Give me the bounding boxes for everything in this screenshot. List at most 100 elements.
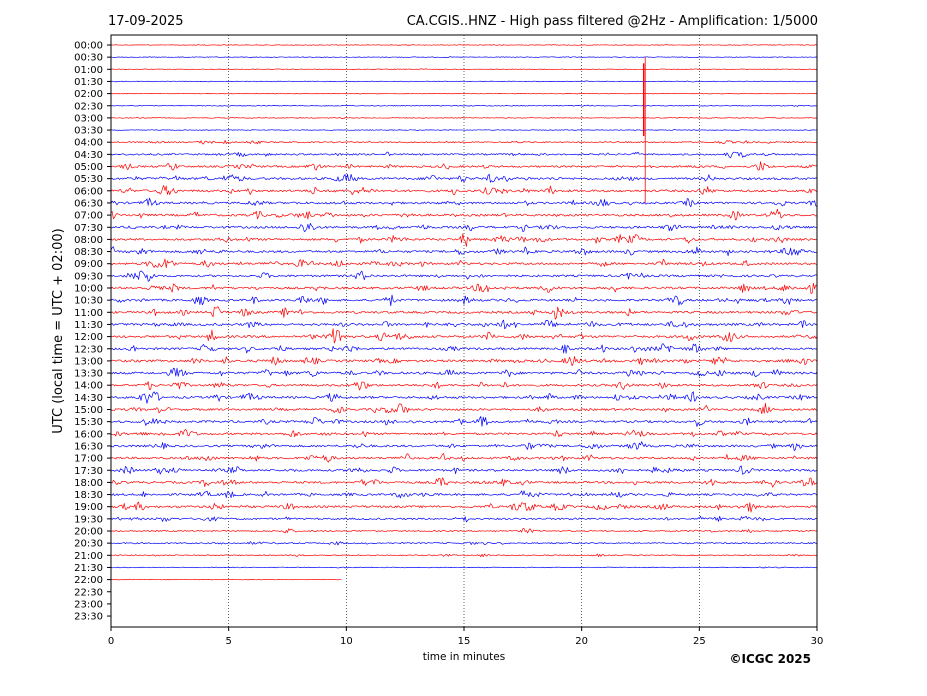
row-label: 02:30 (74, 101, 103, 112)
trace-2100 (110, 553, 818, 558)
trace-1930 (110, 515, 818, 523)
trace-0800 (110, 233, 818, 247)
row-label: 03:00 (74, 113, 103, 124)
trace-1800 (110, 477, 818, 488)
row-label: 08:00 (74, 235, 103, 246)
trace-1630 (110, 441, 818, 451)
trace-2200 (110, 578, 342, 581)
trace-0130 (110, 80, 818, 83)
row-label: 02:00 (74, 89, 103, 100)
row-label: 22:30 (74, 587, 103, 598)
row-label: 10:30 (74, 296, 103, 307)
trace-1030 (110, 294, 818, 307)
row-label: 15:30 (74, 417, 103, 428)
row-label: 14:30 (74, 393, 103, 404)
row-label: 16:30 (74, 441, 103, 452)
trace-1330 (110, 367, 818, 378)
row-label: 05:00 (74, 162, 103, 173)
event-spikes (643, 57, 646, 203)
x-tick-label: 30 (811, 636, 824, 647)
trace-0200 (110, 92, 818, 95)
trace-1430 (110, 391, 818, 404)
row-label: 12:30 (74, 344, 103, 355)
row-label: 07:00 (74, 211, 103, 222)
trace-1500 (110, 402, 818, 415)
row-label: 05:30 (74, 174, 103, 185)
copyright-label: ©ICGC 2025 (729, 652, 811, 666)
trace-1600 (110, 428, 818, 438)
x-tick-label: 20 (575, 636, 588, 647)
trace-1000 (110, 282, 818, 294)
row-label: 04:30 (74, 150, 103, 161)
trace-2030 (110, 541, 818, 546)
trace-1100 (110, 306, 818, 320)
row-label: 06:00 (74, 186, 103, 197)
trace-1400 (110, 381, 818, 391)
row-label: 19:00 (74, 502, 103, 513)
trace-0900 (110, 258, 818, 269)
row-label: 11:00 (74, 308, 103, 319)
row-label: 01:00 (74, 65, 103, 76)
row-label: 17:30 (74, 466, 103, 477)
trace-0500 (110, 161, 818, 171)
x-tick-label: 5 (225, 636, 231, 647)
trace-0100 (110, 68, 818, 71)
row-label: 14:00 (74, 381, 103, 392)
trace-1530 (110, 416, 818, 427)
x-axis-ticks: 0 5 10 15 20 25 30 (108, 627, 824, 647)
row-label: 04:00 (74, 138, 103, 149)
row-label: 00:00 (74, 41, 103, 52)
trace-1700 (110, 453, 818, 463)
row-label: 06:30 (74, 198, 103, 209)
trace-0730 (110, 222, 818, 232)
row-label: 23:00 (74, 599, 103, 610)
x-tick-label: 15 (458, 636, 471, 647)
trace-0230 (110, 104, 818, 107)
trace-1900 (110, 501, 818, 513)
row-label: 10:00 (74, 284, 103, 295)
x-tick-label: 0 (108, 636, 114, 647)
trace-0530 (110, 173, 818, 183)
row-label: 16:00 (74, 429, 103, 440)
trace-0330 (111, 129, 818, 131)
row-label: 22:00 (74, 575, 103, 586)
trace-2130 (110, 566, 818, 569)
row-label: 09:00 (74, 259, 103, 270)
trace-0400 (110, 139, 818, 145)
seismic-traces (110, 44, 818, 581)
row-label: 00:30 (74, 53, 103, 64)
trace-0300 (110, 117, 818, 120)
row-label: 09:30 (74, 271, 103, 282)
row-label: 15:00 (74, 405, 103, 416)
row-label: 21:30 (74, 563, 103, 574)
trace-0930 (110, 270, 818, 282)
row-label: 07:30 (74, 223, 103, 234)
row-label: 01:30 (74, 77, 103, 88)
trace-2000 (110, 528, 818, 534)
row-label: 18:30 (74, 490, 103, 501)
row-label: 21:00 (74, 551, 103, 562)
y-axis-label: UTC (local time = UTC + 02:00) (51, 228, 66, 433)
row-label: 12:00 (74, 332, 103, 343)
plot-frame (110, 34, 818, 628)
trace-1300 (110, 355, 818, 367)
trace-0600 (110, 185, 818, 196)
trace-1230 (110, 343, 818, 354)
row-label: 11:30 (74, 320, 103, 331)
trace-1830 (110, 490, 818, 499)
trace-1200 (110, 328, 818, 344)
row-label: 20:00 (74, 527, 103, 538)
trace-1130 (110, 319, 818, 330)
trace-0430 (110, 151, 818, 159)
row-label: 23:30 (74, 612, 103, 623)
date-label: 17-09-2025 (108, 14, 184, 29)
row-label: 13:30 (74, 369, 103, 380)
x-tick-label: 10 (340, 636, 353, 647)
row-label: 08:30 (74, 247, 103, 258)
row-label: 13:00 (74, 356, 103, 367)
trace-0030 (110, 56, 818, 58)
row-label: 19:30 (74, 514, 103, 525)
row-label: 17:00 (74, 454, 103, 465)
